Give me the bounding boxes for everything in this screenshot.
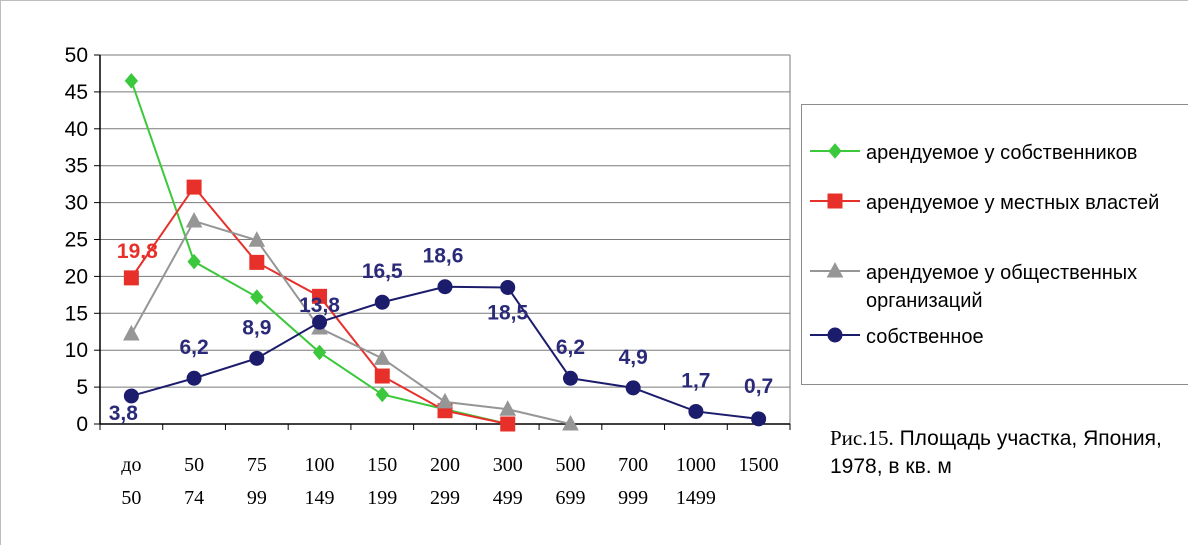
data-label: 0,7 <box>744 375 773 398</box>
x-tick-label-bottom: 1499 <box>676 487 716 509</box>
data-point <box>501 417 515 431</box>
data-label: 1,7 <box>681 369 710 392</box>
data-point <box>375 295 389 309</box>
data-label: 18,5 <box>487 301 528 324</box>
data-point <box>375 350 390 364</box>
data-point <box>563 371 577 385</box>
x-tick-label-top: 700 <box>618 454 648 476</box>
x-tick-label-top: 300 <box>493 454 523 476</box>
legend: арендуемое у собственников арендуемое у … <box>801 104 1188 385</box>
data-point <box>752 412 766 426</box>
x-tick-label-bottom: 199 <box>367 487 397 509</box>
data-point <box>376 387 388 401</box>
y-tick-label: 10 <box>65 339 88 362</box>
data-label: 3,8 <box>109 402 139 425</box>
legend-marker <box>829 144 841 158</box>
x-tick-label-top: 1500 <box>739 454 779 476</box>
x-tick-label-bottom: 699 <box>555 487 585 509</box>
legend-swatch-diamond-icon <box>808 139 862 163</box>
x-tick-label-top: 200 <box>430 454 460 476</box>
y-tick-label: 35 <box>65 155 88 178</box>
x-tick-label-bottom: 499 <box>493 487 523 509</box>
data-label: 18,6 <box>423 245 464 268</box>
x-tick-label-top: 75 <box>247 454 267 476</box>
y-tick-label: 5 <box>76 376 88 399</box>
legend-swatch-triangle-icon <box>808 259 862 283</box>
x-tick-label-top: 50 <box>184 454 204 476</box>
data-point <box>188 255 200 269</box>
y-tick-label: 30 <box>65 192 88 215</box>
legend-swatch-circle-icon <box>808 323 862 347</box>
y-tick-label: 20 <box>65 265 88 288</box>
y-tick-label: 50 <box>65 44 88 67</box>
data-label: 16,5 <box>362 260 403 283</box>
data-point <box>124 326 139 340</box>
x-tick-label-top: 500 <box>555 454 585 476</box>
x-tick-label-bottom: 149 <box>305 487 335 509</box>
caption-prefix: Рис.15. <box>830 426 894 450</box>
x-tick-label-top: до <box>121 454 141 476</box>
x-tick-label-bottom: 99 <box>247 487 267 509</box>
data-point <box>689 404 703 418</box>
x-tick-label-top: 100 <box>305 454 335 476</box>
legend-marker <box>828 328 842 342</box>
data-point <box>438 394 453 408</box>
data-point <box>501 280 515 294</box>
data-point <box>375 369 389 383</box>
x-tick-label-bottom: 999 <box>618 487 648 509</box>
data-point <box>250 255 264 269</box>
x-tick-label-bottom: 50 <box>121 487 141 509</box>
y-tick-label: 40 <box>65 118 88 141</box>
y-tick-label: 0 <box>76 413 88 436</box>
data-label: 6,2 <box>556 336 585 359</box>
data-label: 4,9 <box>619 346 648 369</box>
data-point <box>250 351 264 365</box>
y-tick-label: 25 <box>65 229 88 252</box>
data-point <box>626 381 640 395</box>
legend-label: арендуемое у общественных организаций <box>866 259 1188 315</box>
data-label-layer: 19,8 3,8 6,2 8,9 13,8 16,5 18,6 18,5 6,2 4,9 1,7 0,… <box>109 240 773 425</box>
legend-swatch-square-icon <box>808 189 862 213</box>
data-label: 8,9 <box>242 316 271 339</box>
data-point <box>313 315 327 329</box>
y-tick-label: 15 <box>65 302 88 325</box>
data-label: 19,8 <box>117 240 158 263</box>
data-point <box>124 389 138 403</box>
data-point <box>187 213 202 227</box>
data-point <box>187 180 201 194</box>
data-point <box>438 280 452 294</box>
data-point <box>125 74 137 88</box>
data-point <box>124 271 138 285</box>
x-tick-label-bottom: 74 <box>184 487 204 509</box>
x-tick-label-top: 150 <box>367 454 397 476</box>
legend-label: собственное <box>866 323 1188 351</box>
figure-caption: Рис.15. Площадь участка, Япония, 1978, в… <box>830 424 1170 481</box>
y-tick-label: 45 <box>65 81 88 104</box>
data-point <box>187 371 201 385</box>
x-tick-label-top: 1000 <box>676 454 716 476</box>
data-label: 6,2 <box>179 336 208 359</box>
x-tick-label-bottom: 299 <box>430 487 460 509</box>
legend-label: арендуемое у местных властей <box>866 189 1188 217</box>
legend-marker <box>828 194 842 208</box>
data-label: 13,8 <box>299 294 340 317</box>
legend-label: арендуемое у собственников <box>866 139 1188 167</box>
